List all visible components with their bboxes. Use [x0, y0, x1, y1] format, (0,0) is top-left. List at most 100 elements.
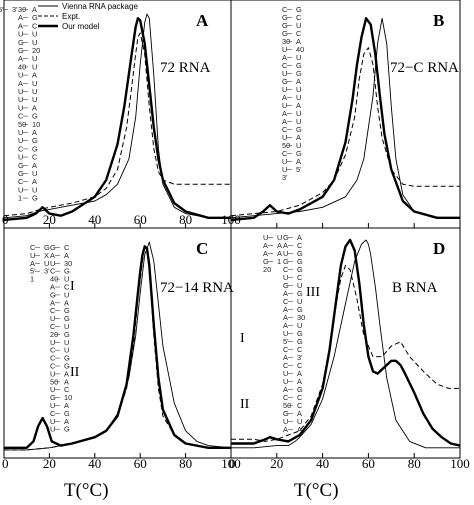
structure-label: A [277, 241, 282, 250]
structure-label: A [32, 128, 37, 137]
x-tick-label: 60 [362, 456, 375, 471]
structure-label: A [32, 161, 37, 170]
series-line-dashed [3, 32, 231, 217]
panel-rna-name: 72−14 RNA [160, 280, 234, 296]
structure-label: G [283, 409, 289, 418]
structure-label: G [64, 354, 70, 363]
structure-label: A [50, 283, 55, 292]
structure-label: 1 [18, 194, 22, 203]
structure-label: C [282, 5, 288, 14]
structure-label: C [297, 345, 303, 354]
structure-label: C [50, 346, 56, 355]
structure-label: C [296, 13, 302, 22]
structure-label: 30 [18, 5, 26, 14]
structure-label: U [32, 30, 37, 39]
panel-frame [3, 0, 232, 229]
structure-label: G [18, 38, 24, 47]
structure-label: U [32, 54, 37, 63]
structure-label: C [32, 153, 38, 162]
structure-label: A [297, 377, 302, 386]
series-line-thick [4, 245, 231, 449]
structure-label: U [50, 385, 55, 394]
structure-label: U [296, 109, 301, 118]
structure-label: A [50, 251, 55, 260]
legend-entry: Our model [62, 22, 100, 31]
structure-label: C [282, 61, 288, 70]
panel-letter: A [196, 11, 209, 30]
structure-label: C [18, 112, 24, 121]
structure-label: U [32, 95, 37, 104]
structure-label: G [32, 136, 38, 145]
x-tick-label: 0 [2, 456, 9, 471]
structure-label: A [283, 305, 288, 314]
structure-label: C [283, 265, 289, 274]
structure-label: G [297, 385, 303, 394]
series-line-thick [231, 238, 461, 447]
structure-label: 5' [283, 337, 289, 346]
structure-label: 10 [32, 120, 40, 129]
structure-label: A [283, 353, 288, 362]
structure-label: G [50, 393, 56, 402]
structure-label: U [64, 322, 69, 331]
structure-label: G [64, 306, 70, 315]
structure-label: U [296, 93, 301, 102]
structure-label: X [44, 251, 49, 260]
structure-domain-label: I [240, 331, 245, 346]
x-tick-label: 40 [316, 456, 329, 471]
structure-label: U [18, 103, 23, 112]
structure-label: C [64, 385, 70, 394]
structure-label: U [277, 233, 282, 242]
structure-label: U [283, 417, 288, 426]
structure-label: C [50, 306, 56, 315]
structure-label: G [297, 265, 303, 274]
structure-label: U [282, 157, 287, 166]
series-line-dashed [231, 264, 460, 442]
structure-label: C [282, 149, 288, 158]
structure-label: C [297, 361, 303, 370]
structure-label: U [32, 185, 37, 194]
structure-label: G [283, 233, 289, 242]
structure-label: A [296, 37, 301, 46]
structure-label: G [64, 409, 70, 418]
structure-label: 5' [296, 165, 302, 174]
structure-label: 10 [64, 393, 72, 402]
structure-label: C [50, 409, 56, 418]
structure-label: U [50, 401, 55, 410]
structure-label: 20 [50, 330, 58, 339]
x-tick-label: 80 [408, 456, 421, 471]
structure-label: C [50, 362, 56, 371]
x-tick-label: 0 [229, 456, 236, 471]
series-line-thick [3, 17, 231, 222]
structure-label: 30 [64, 259, 72, 268]
structure-label: G [64, 267, 70, 276]
structure-label: 20 [263, 265, 271, 274]
structure-label: 40 [18, 62, 26, 71]
structure-label: 50 [283, 401, 291, 410]
structure-label: U [64, 346, 69, 355]
panel-letter: D [433, 239, 445, 258]
x-tick-label: 60 [134, 212, 147, 227]
structure-label: U [282, 69, 287, 78]
structure-label: A [297, 233, 302, 242]
structure-label: A [297, 409, 302, 418]
structure-label: U [50, 369, 55, 378]
structure-label: A [30, 259, 35, 268]
structure-label: G [32, 13, 38, 22]
structure-label: 3' [12, 5, 18, 14]
structure-label: U [297, 417, 302, 426]
series-line-thin [4, 241, 232, 451]
structure-label: U [50, 338, 55, 347]
structure-label: G [283, 257, 289, 266]
structure-label: 1 [277, 257, 281, 266]
structure-label: C [50, 354, 56, 363]
structure-label: U [32, 38, 37, 47]
structure-label: U [282, 45, 287, 54]
structure-label: U [297, 281, 302, 290]
structure-label: 5' [0, 5, 4, 14]
structure-label: G [296, 5, 302, 14]
x-tick-label: 20 [43, 212, 56, 227]
structure-label: A [64, 298, 69, 307]
panel-letter: B [433, 11, 444, 30]
